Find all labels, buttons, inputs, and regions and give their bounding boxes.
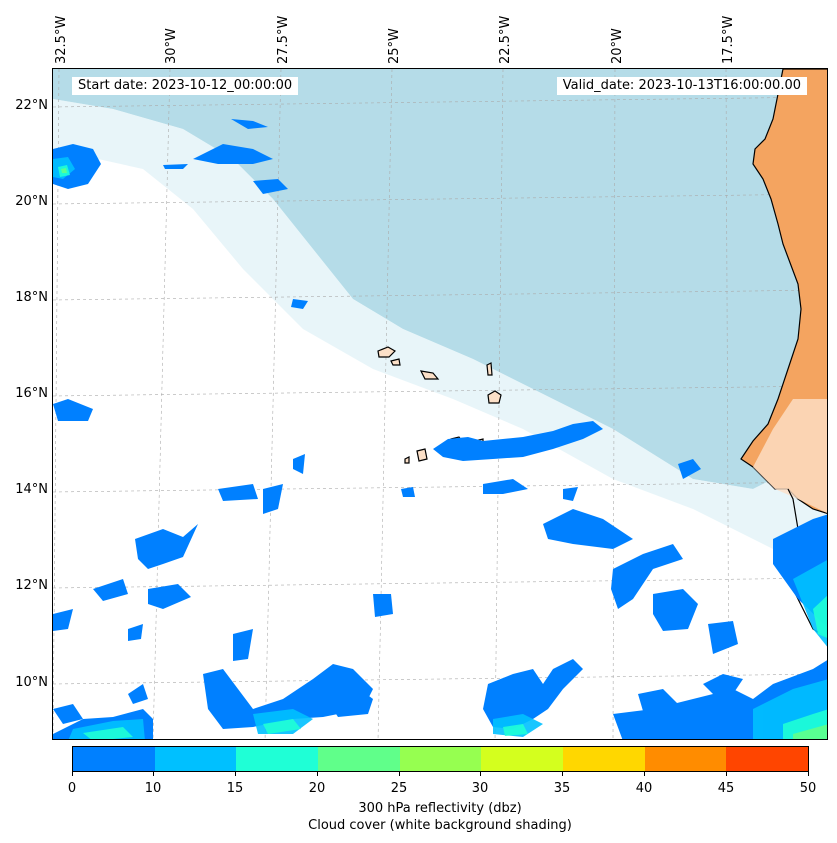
- lon-label: 25°W: [387, 28, 402, 64]
- reflectivity-echoes-green: [61, 168, 827, 739]
- lat-label: 18°N: [15, 290, 48, 305]
- lat-label: 22°N: [15, 98, 48, 113]
- lat-label: 14°N: [15, 482, 48, 497]
- colorbar-tick: [480, 772, 481, 776]
- lat-label: 16°N: [15, 386, 48, 401]
- colorbar-segment: [563, 747, 645, 771]
- colorbar-segment: [318, 747, 400, 771]
- start-date-label: Start date: 2023-10-12_00:00:00: [72, 77, 299, 95]
- colorbar-segment: [73, 747, 155, 771]
- lon-label: 27.5°W: [276, 15, 291, 64]
- colorbar-tick: [726, 772, 727, 776]
- lat-label: 10°N: [15, 675, 48, 690]
- colorbar-tick-label: 25: [390, 781, 408, 796]
- colorbar-tick-label: 30: [471, 781, 489, 796]
- colorbar-tick-label: 35: [553, 781, 571, 796]
- colorbar-tick-label: 45: [717, 781, 735, 796]
- colorbar-tick-label: 15: [226, 781, 244, 796]
- colorbar-tick-label: 0: [67, 781, 77, 796]
- colorbar-segment: [154, 747, 237, 771]
- reflectivity-echoes-aqua: [58, 165, 827, 739]
- colorbar-segment: [726, 747, 809, 771]
- colorbar-tick: [644, 772, 645, 776]
- lat-label: 12°N: [15, 578, 48, 593]
- lon-label: 32.5°W: [54, 15, 69, 64]
- lon-label: 22.5°W: [498, 15, 513, 64]
- valid-date-label: Valid_date: 2023-10-13T16:00:00.00: [556, 77, 807, 95]
- colorbar-tick-label: 20: [308, 781, 326, 796]
- colorbar-tick-label: 40: [635, 781, 653, 796]
- colorbar-tick: [808, 772, 809, 776]
- africa-light-interior: [753, 399, 827, 514]
- colorbar-segment: [236, 747, 319, 771]
- lon-label: 17.5°W: [721, 15, 736, 64]
- lat-label: 20°N: [15, 194, 48, 209]
- colorbar-segment: [481, 747, 564, 771]
- lon-label: 30°W: [164, 28, 179, 64]
- colorbar-tick: [153, 772, 154, 776]
- map-canvas: [53, 69, 827, 739]
- colorbar-tick: [72, 772, 73, 776]
- colorbar-tick-label: 50: [799, 781, 817, 796]
- cloud-cover-light: [53, 99, 827, 588]
- colorbar-subtitle: Cloud cover (white background shading): [308, 818, 572, 833]
- reflectivity-colorbar: [72, 746, 809, 772]
- colorbar-tick-label: 10: [144, 781, 162, 796]
- colorbar-segment: [399, 747, 482, 771]
- colorbar-tick: [317, 772, 318, 776]
- cloud-cover-shading: [53, 69, 827, 489]
- colorbar-title: 300 hPa reflectivity (dbz): [358, 801, 522, 816]
- lon-label: 20°W: [610, 28, 625, 64]
- colorbar-tick: [562, 772, 563, 776]
- map-plot-area: [52, 68, 828, 740]
- colorbar-tick: [235, 772, 236, 776]
- colorbar-segment: [644, 747, 727, 771]
- colorbar-tick: [399, 772, 400, 776]
